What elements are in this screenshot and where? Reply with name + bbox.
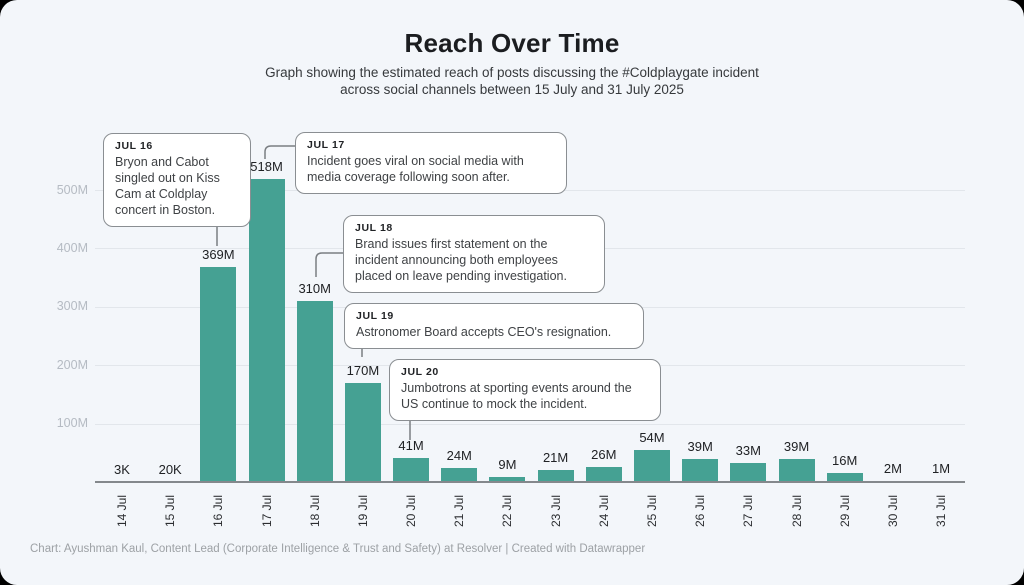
bar <box>200 266 237 482</box>
bar <box>537 469 574 482</box>
credit-line: Chart: Ayushman Kaul, Content Lead (Corp… <box>30 543 646 555</box>
y-tick-label: 300M <box>56 299 88 314</box>
bar <box>489 476 526 482</box>
annotation-date: JUL 17 <box>307 139 345 151</box>
bar-value-label: 518M <box>250 159 283 175</box>
annotation-box: JUL 19 Astronomer Board accepts CEO's res… <box>344 303 644 349</box>
bar-value-label: 310M <box>298 280 331 296</box>
bar-value-label: 54M <box>639 430 665 446</box>
bar-value-label: 39M <box>783 439 810 455</box>
annotation-box: JUL 17 Incident goes viral on social medi… <box>295 132 567 194</box>
bar-value-label: 41M <box>398 438 424 454</box>
bar-value-label: 26M <box>591 446 617 462</box>
bar <box>393 458 430 482</box>
annotation-date: JUL 16 <box>115 140 153 152</box>
bar <box>296 300 333 482</box>
bar <box>344 382 381 482</box>
bar-value-label: 9M <box>498 456 517 472</box>
annotation-text: Bryon and Cabot singled out on Kiss Cam … <box>115 155 220 217</box>
bar-value-label: 369M <box>202 246 235 262</box>
annotation-text: Brand issues first statement on the inci… <box>355 237 567 283</box>
bar-value-label: 39M <box>687 439 713 455</box>
bar <box>248 179 285 482</box>
bar-value-label: 21M <box>542 449 569 465</box>
chart-subtitle: Graph showing the estimated reach of pos… <box>0 64 1024 98</box>
bar <box>682 459 719 482</box>
bar <box>730 462 767 482</box>
annotation-date: JUL 20 <box>401 366 439 378</box>
annotation-text: Incident goes viral on social media with… <box>307 154 524 184</box>
bar <box>778 459 815 482</box>
annotation-box: JUL 20 Jumbotrons at sporting events arou… <box>389 359 661 421</box>
gridline <box>95 423 965 425</box>
subtitle-line-2: across social channels between 15 July a… <box>340 82 684 97</box>
bar-value-label: 1M <box>932 461 951 477</box>
bar-value-label: 3K <box>114 461 130 477</box>
bar <box>826 472 863 482</box>
annotation-text: Astronomer Board accepts CEO's resignati… <box>356 325 612 339</box>
bar <box>441 467 478 482</box>
y-tick-label: 400M <box>56 240 88 255</box>
x-axis-line <box>95 481 965 483</box>
bar-value-label: 170M <box>346 362 380 378</box>
annotation-date: JUL 19 <box>356 310 394 322</box>
bar-value-label: 20K <box>158 461 182 477</box>
bar-value-label: 2M <box>883 460 902 476</box>
bar <box>585 466 622 482</box>
annotation-date: JUL 18 <box>355 222 393 234</box>
bar-value-label: 16M <box>832 452 858 468</box>
page-title: Reach Over Time <box>404 28 620 58</box>
annotation-connector <box>315 252 350 277</box>
bar-value-label: 24M <box>446 447 472 463</box>
annotation-box: JUL 18 Brand issues first statement on th… <box>343 215 605 293</box>
annotation-text: Jumbotrons at sporting events around the… <box>401 381 632 411</box>
y-tick-label: 500M <box>56 182 88 197</box>
subtitle-line-1: Graph showing the estimated reach of pos… <box>265 65 759 80</box>
bar-value-label: 33M <box>735 442 761 458</box>
annotation-connector <box>264 145 300 159</box>
y-tick-label: 100M <box>56 416 88 431</box>
bar <box>633 450 670 482</box>
annotation-box: JUL 16 Bryon and Cabot singled out on Kis… <box>103 133 251 227</box>
y-tick-label: 200M <box>56 357 88 372</box>
